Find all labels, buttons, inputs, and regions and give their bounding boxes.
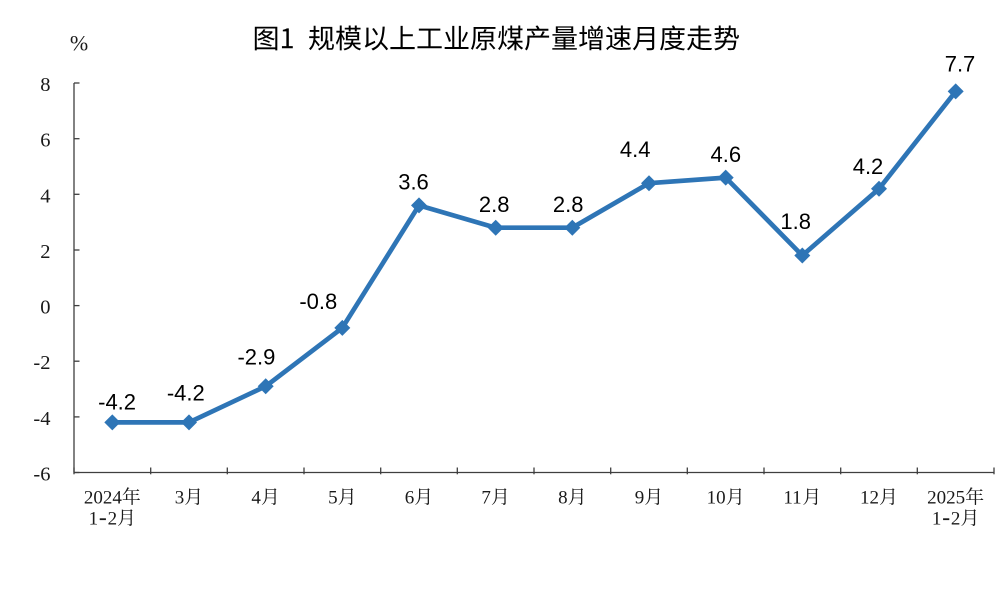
svg-text:-2.9: -2.9: [237, 344, 275, 369]
svg-text:3: 3: [175, 488, 185, 509]
svg-text:11: 11: [783, 488, 801, 509]
svg-text:2: 2: [108, 509, 118, 530]
svg-text:6: 6: [40, 130, 50, 152]
svg-text:1.8: 1.8: [780, 209, 811, 234]
svg-text:1: 1: [89, 509, 99, 530]
svg-text:-6: -6: [33, 464, 50, 486]
svg-text:4.2: 4.2: [853, 154, 884, 179]
svg-text:6: 6: [405, 488, 415, 509]
svg-text:2025: 2025: [927, 488, 965, 509]
svg-text:5: 5: [328, 488, 338, 509]
svg-text:1: 1: [932, 509, 942, 530]
svg-text:4: 4: [40, 185, 50, 207]
svg-text:2.8: 2.8: [479, 192, 510, 217]
svg-text:%: %: [70, 31, 88, 56]
svg-text:8: 8: [558, 488, 568, 509]
svg-text:2: 2: [40, 241, 50, 263]
svg-text:7: 7: [481, 488, 491, 509]
svg-text:2: 2: [951, 509, 961, 530]
svg-text:9: 9: [635, 488, 645, 509]
svg-text:0: 0: [40, 297, 50, 319]
svg-text:2024: 2024: [84, 488, 123, 509]
svg-text:4.4: 4.4: [620, 137, 651, 162]
svg-text:-2: -2: [33, 352, 50, 374]
svg-text:4: 4: [251, 488, 261, 509]
svg-text:10: 10: [707, 488, 726, 509]
svg-text:8: 8: [40, 74, 50, 96]
svg-text:-4.2: -4.2: [98, 390, 136, 415]
svg-text:2.8: 2.8: [553, 192, 584, 217]
svg-text:3.6: 3.6: [398, 169, 429, 194]
svg-text:7.7: 7.7: [945, 52, 976, 77]
svg-text:4.6: 4.6: [711, 142, 742, 167]
svg-text:-4.2: -4.2: [167, 381, 205, 406]
svg-text:-4: -4: [33, 408, 50, 430]
svg-text:12: 12: [860, 488, 879, 509]
svg-text:-0.8: -0.8: [299, 289, 337, 314]
